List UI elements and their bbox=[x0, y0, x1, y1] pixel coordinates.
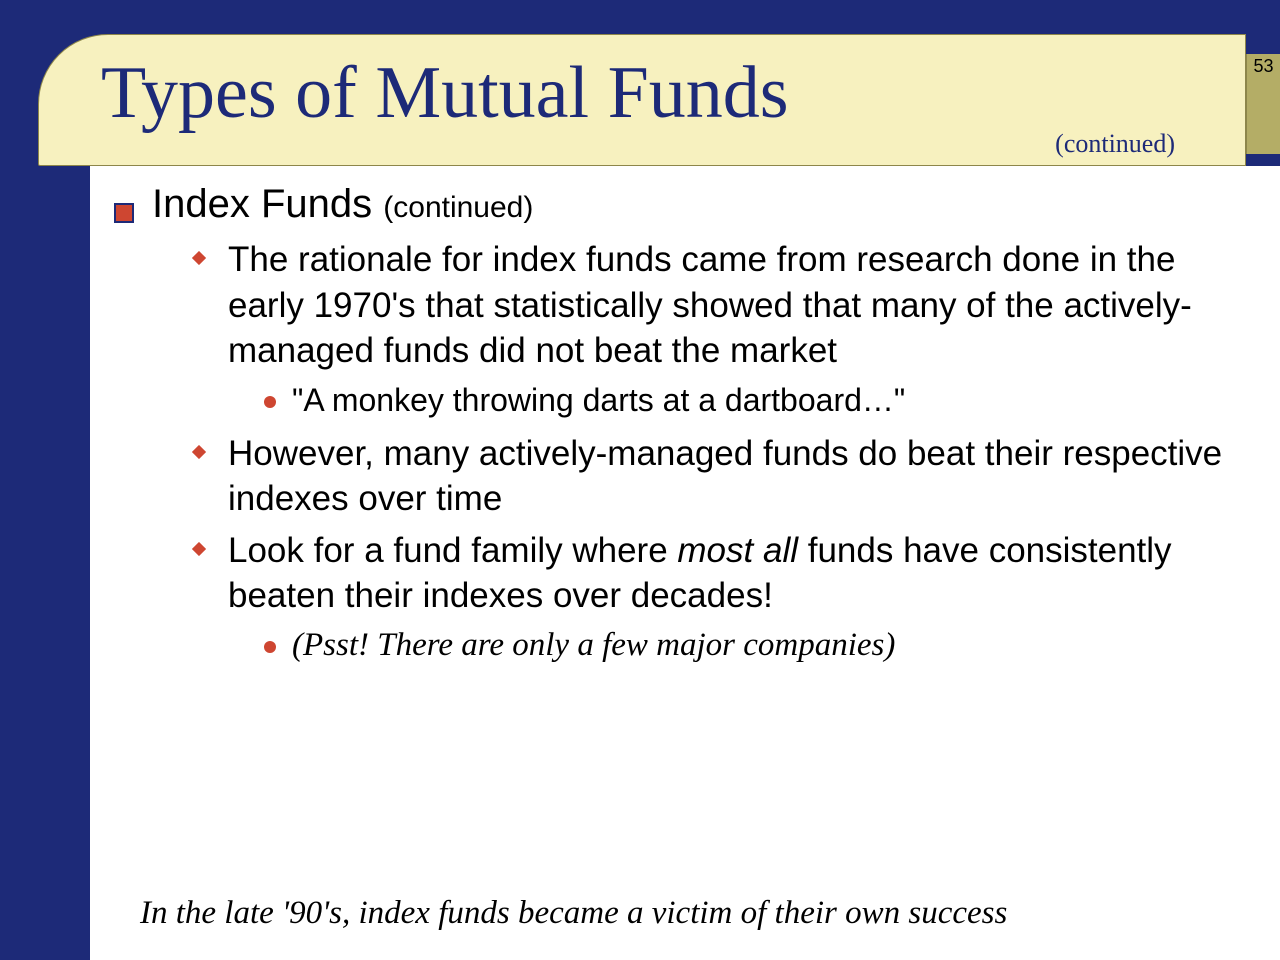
bullet-3-text: Look for a fund family where most all fu… bbox=[228, 528, 1260, 619]
section-heading-main: Index Funds bbox=[152, 182, 372, 226]
dot-bullet-icon bbox=[264, 396, 276, 408]
slide-title: Types of Mutual Funds bbox=[101, 51, 1245, 136]
bullet-3-sub-text: (Psst! There are only a few major compan… bbox=[292, 627, 895, 664]
bullet-2-text: However, many actively-managed funds do … bbox=[228, 431, 1260, 522]
bullet-1-sub: "A monkey throwing darts at a dartboard…… bbox=[264, 382, 1260, 419]
footer-note: In the late '90's, index funds became a … bbox=[140, 895, 1270, 932]
bullet-3-sub: (Psst! There are only a few major compan… bbox=[264, 627, 1260, 664]
title-banner: Types of Mutual Funds (continued) bbox=[38, 34, 1246, 166]
section-heading: Index Funds (continued) bbox=[152, 182, 533, 227]
bullet-3-em: most all bbox=[677, 531, 798, 570]
square-bullet-icon bbox=[114, 203, 134, 223]
bullet-3: Look for a fund family where most all fu… bbox=[192, 528, 1260, 619]
section-heading-suffix: (continued) bbox=[383, 191, 533, 224]
bullet-3-pre: Look for a fund family where bbox=[228, 531, 677, 570]
bullet-1-text: The rationale for index funds came from … bbox=[228, 237, 1260, 374]
title-continued: (continued) bbox=[1055, 129, 1175, 159]
diamond-bullet-icon bbox=[192, 445, 210, 522]
diamond-bullet-icon bbox=[192, 542, 210, 619]
bullet-1-sub-text: "A monkey throwing darts at a dartboard…… bbox=[292, 382, 905, 419]
page-number-tab: 53 bbox=[1246, 54, 1280, 154]
bullet-1: The rationale for index funds came from … bbox=[192, 237, 1260, 374]
diamond-bullet-icon bbox=[192, 251, 210, 374]
content-area: Index Funds (continued) The rationale fo… bbox=[90, 166, 1280, 960]
dot-bullet-icon bbox=[264, 641, 276, 653]
bullet-2: However, many actively-managed funds do … bbox=[192, 431, 1260, 522]
section-heading-row: Index Funds (continued) bbox=[114, 182, 1260, 227]
page-number: 53 bbox=[1247, 54, 1280, 77]
